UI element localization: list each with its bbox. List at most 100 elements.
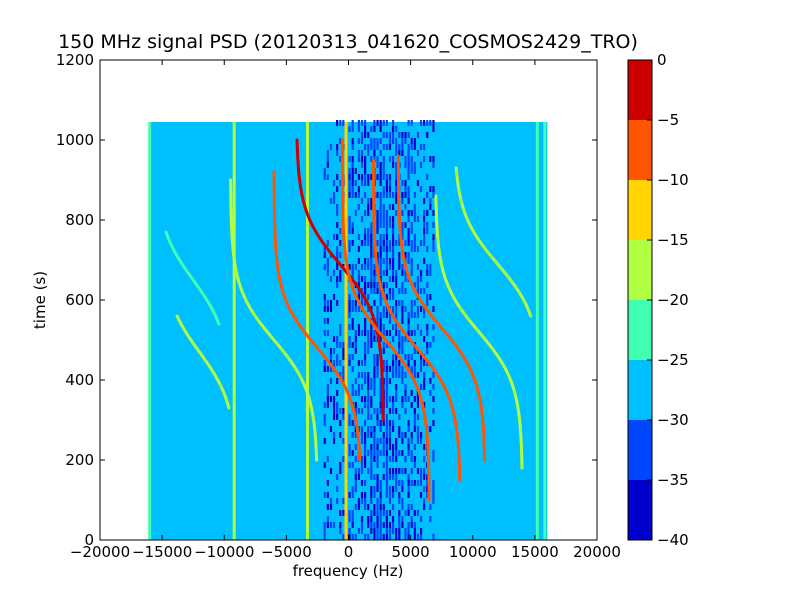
heatmap-noise-cell xyxy=(379,390,382,396)
heatmap-noise-cell xyxy=(379,498,382,504)
heatmap-noise-cell xyxy=(404,468,407,474)
heatmap-noise-cell xyxy=(385,480,388,486)
heatmap-noise-cell xyxy=(401,516,404,522)
heatmap-noise-cell xyxy=(395,468,398,474)
heatmap-noise-cell xyxy=(401,498,404,504)
heatmap-noise-cell xyxy=(385,402,388,408)
heatmap-noise-cell xyxy=(326,270,329,276)
heatmap-noise-cell xyxy=(385,486,388,492)
heatmap-noise-cell xyxy=(413,360,416,366)
heatmap-noise-cell xyxy=(336,264,339,270)
heatmap-noise-cell xyxy=(367,282,370,288)
heatmap-noise-cell xyxy=(404,354,407,360)
heatmap-noise-cell xyxy=(373,282,376,288)
heatmap-noise-cell xyxy=(388,216,392,222)
heatmap-noise-cell xyxy=(339,528,342,534)
heatmap-noise-cell xyxy=(367,390,370,396)
heatmap-noise-cell xyxy=(379,534,382,540)
heatmap-noise-cell xyxy=(367,384,370,390)
heatmap-noise-cell xyxy=(326,330,329,336)
heatmap-noise-cell xyxy=(432,498,435,504)
heatmap-noise-cell xyxy=(360,276,364,282)
heatmap-noise-cell xyxy=(360,396,364,402)
heatmap-noise-cell xyxy=(391,486,395,492)
heatmap-noise-cell xyxy=(398,336,401,342)
heatmap-noise-cell xyxy=(357,186,360,192)
heatmap-noise-cell xyxy=(407,360,410,366)
heatmap-noise-cell xyxy=(351,222,354,228)
heatmap-noise-cell xyxy=(360,264,364,270)
heatmap-noise-cell xyxy=(373,426,376,432)
heatmap-noise-cell xyxy=(360,330,364,336)
heatmap-noise-cell xyxy=(395,162,398,168)
heatmap-noise-cell xyxy=(388,132,392,138)
heatmap-noise-cell xyxy=(376,498,379,504)
heatmap-noise-cell xyxy=(407,486,410,492)
heatmap-noise-cell xyxy=(432,372,435,378)
heatmap-noise-cell xyxy=(364,498,367,504)
heatmap-noise-cell xyxy=(385,396,388,402)
heatmap-noise-cell xyxy=(391,366,395,372)
heatmap-noise-cell xyxy=(364,324,367,330)
heatmap-noise-cell xyxy=(419,240,423,246)
heatmap-noise-cell xyxy=(388,438,392,444)
heatmap-noise-cell xyxy=(382,348,385,354)
heatmap-noise-cell xyxy=(426,192,429,198)
heatmap-noise-cell xyxy=(398,480,401,486)
x-tick-label: −5000 xyxy=(261,543,312,561)
heatmap-noise-cell xyxy=(395,444,398,450)
heatmap-noise-cell xyxy=(354,480,357,486)
heatmap-noise-cell xyxy=(426,330,429,336)
heatmap-noise-cell xyxy=(395,330,398,336)
heatmap-noise-cell xyxy=(323,402,326,408)
heatmap-noise-cell xyxy=(432,450,435,456)
heatmap-noise-cell xyxy=(432,336,435,342)
heatmap-noise-cell xyxy=(376,318,379,324)
heatmap-noise-cell xyxy=(379,120,382,126)
heatmap-noise-cell xyxy=(379,264,382,270)
heatmap-noise-cell xyxy=(404,138,407,144)
heatmap-noise-cell xyxy=(413,330,416,336)
heatmap-noise-cell xyxy=(401,342,404,348)
heatmap-noise-cell xyxy=(367,210,370,216)
heatmap-noise-cell xyxy=(370,432,373,438)
heatmap-noise-cell xyxy=(388,408,392,414)
heatmap-noise-cell xyxy=(401,504,404,510)
heatmap-noise-cell xyxy=(432,480,435,486)
heatmap-noise-cell xyxy=(379,210,382,216)
heatmap-noise-cell xyxy=(404,186,407,192)
heatmap-noise-cell xyxy=(426,210,429,216)
heatmap-noise-cell xyxy=(360,408,364,414)
heatmap-noise-cell xyxy=(379,312,382,318)
heatmap-noise-cell xyxy=(407,534,410,540)
heatmap-noise-cell xyxy=(379,222,382,228)
heatmap-noise-cell xyxy=(339,372,342,378)
heatmap-noise-cell xyxy=(376,138,379,144)
heatmap-noise-cell xyxy=(407,420,410,426)
heatmap-noise-cell xyxy=(416,534,420,540)
heatmap-noise-cell xyxy=(398,468,401,474)
heatmap-noise-cell xyxy=(370,144,373,150)
heatmap-noise-cell xyxy=(423,384,426,390)
heatmap-noise-cell xyxy=(351,180,354,186)
heatmap-noise-cell xyxy=(413,312,416,318)
heatmap-noise-cell xyxy=(413,210,416,216)
heatmap-noise-cell xyxy=(382,324,385,330)
heatmap-noise-cell xyxy=(364,174,367,180)
heatmap-noise-cell xyxy=(332,336,336,342)
y-tick-label: 400 xyxy=(65,371,94,389)
heatmap-noise-cell xyxy=(326,366,329,372)
colorbar-level xyxy=(628,180,652,240)
heatmap-noise-cell xyxy=(388,426,392,432)
heatmap-noise-cell xyxy=(426,348,429,354)
heatmap-noise-cell xyxy=(391,252,395,258)
heatmap-noise-cell xyxy=(370,240,373,246)
heatmap-noise-cell xyxy=(426,480,429,486)
heatmap-noise-cell xyxy=(398,348,401,354)
heatmap-noise-cell xyxy=(398,288,401,294)
heatmap-noise-cell xyxy=(426,132,429,138)
heatmap-noise-cell xyxy=(413,300,416,306)
heatmap-noise-cell xyxy=(398,264,401,270)
heatmap-noise-cell xyxy=(373,360,376,366)
heatmap-noise-cell xyxy=(367,534,370,540)
